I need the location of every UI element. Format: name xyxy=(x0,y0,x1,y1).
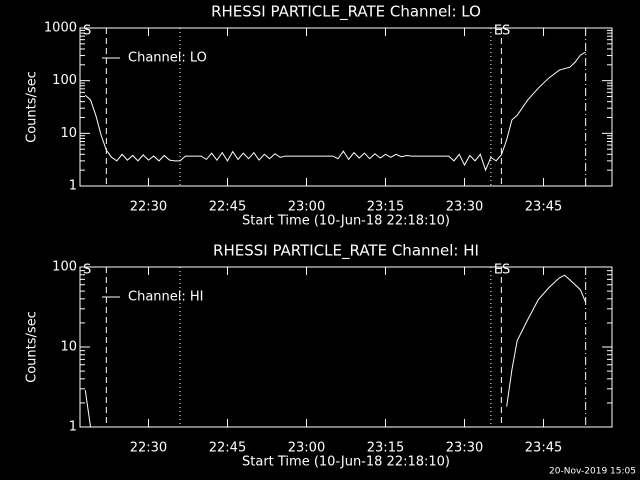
y-tick-label: 1 xyxy=(69,420,77,435)
data-line xyxy=(84,51,586,172)
footer: 20-Nov-2019 15:05 xyxy=(549,467,636,477)
legend-label: Channel: LO xyxy=(128,51,207,66)
x-tick-label: 22:30 xyxy=(130,200,167,215)
legend-label: Channel: HI xyxy=(128,290,204,305)
y-tick-label: 100 xyxy=(52,260,77,275)
annotation: ES xyxy=(494,24,510,39)
plot-frame xyxy=(79,27,613,187)
x-tick-label: 23:30 xyxy=(446,441,483,456)
y-tick-label: 1 xyxy=(69,179,77,194)
y-tick-label: 1000 xyxy=(44,21,77,36)
x-tick-label: 23:00 xyxy=(288,441,325,456)
x-tick-label: 22:45 xyxy=(209,200,246,215)
annotation: ES xyxy=(494,263,510,278)
x-tick-label: 23:45 xyxy=(525,441,562,456)
x-tick-label: 23:45 xyxy=(525,200,562,215)
chart-title: RHESSI PARTICLE_RATE Channel: LO xyxy=(211,3,481,22)
annotation: S xyxy=(83,24,91,39)
x-axis-label: Start Time (10-Jun-18 22:18:10) xyxy=(242,455,450,470)
y-axis-label: Counts/sec xyxy=(25,71,40,143)
y-tick-label: 100 xyxy=(52,73,77,88)
y-axis-label: Counts/sec xyxy=(25,311,40,383)
x-tick-label: 23:30 xyxy=(446,200,483,215)
x-axis-label: Start Time (10-Jun-18 22:18:10) xyxy=(242,214,450,229)
annotation: S xyxy=(83,263,91,278)
chart-title: RHESSI PARTICLE_RATE Channel: HI xyxy=(213,242,479,261)
x-tick-label: 23:00 xyxy=(288,200,325,215)
x-tick-label: 23:15 xyxy=(367,441,404,456)
x-tick-label: 23:15 xyxy=(367,200,404,215)
data-line xyxy=(506,274,587,407)
y-tick-label: 10 xyxy=(60,340,77,355)
y-tick-label: 10 xyxy=(60,126,77,141)
x-tick-label: 22:30 xyxy=(130,441,167,456)
data-line xyxy=(84,389,92,428)
x-tick-label: 22:45 xyxy=(209,441,246,456)
